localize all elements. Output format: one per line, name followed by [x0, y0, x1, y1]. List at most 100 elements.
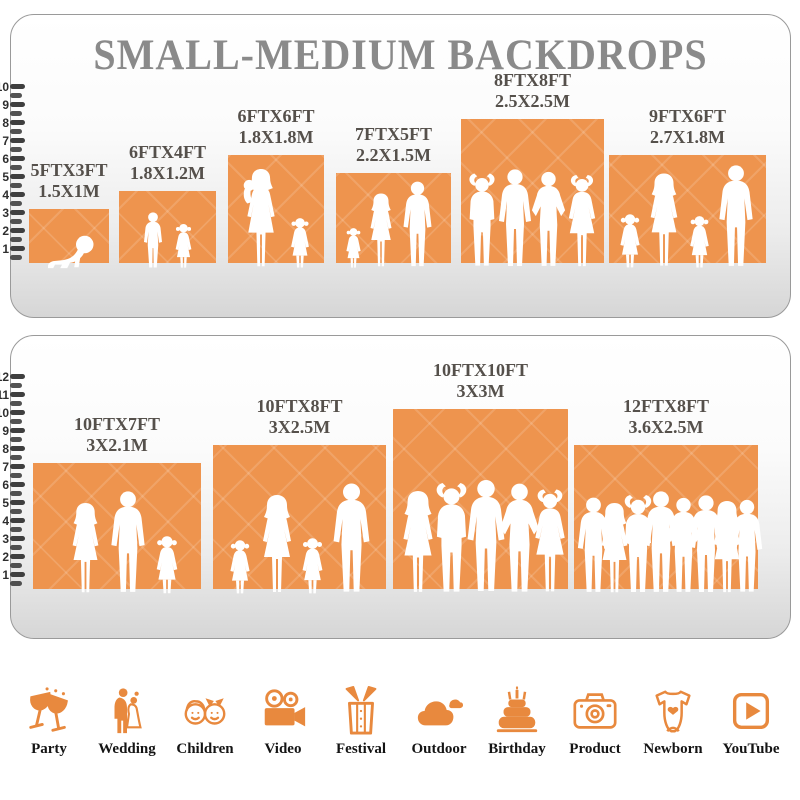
ruler-tick-number: 5 [2, 170, 9, 184]
ruler-tick [10, 536, 25, 541]
category-label: Birthday [488, 741, 546, 757]
clouds-icon [417, 699, 464, 726]
ruler-tick [10, 102, 25, 107]
ruler-tick-number: 8 [2, 116, 9, 130]
backdrop-bar-group: 10FTX10FT 3X3M [393, 336, 568, 638]
ruler-tick [10, 228, 25, 233]
bar-size-label: 12FTX8FT 3.6X2.5M [622, 395, 709, 438]
ruler-tick [10, 482, 25, 487]
ruler-half-tick [10, 93, 22, 98]
ruler-tick-number: 2 [2, 224, 9, 238]
birthday-cake-icon [496, 686, 538, 733]
ruler-tick-number: 4 [2, 514, 9, 528]
category-label: Product [569, 741, 621, 757]
bar-size-label: 8FTX8FT 2.5X2.5M [493, 69, 571, 112]
party-glasses-icon [29, 687, 68, 732]
wedding-couple-icon [114, 688, 142, 734]
ruler-tick [10, 374, 25, 379]
ruler-tick-number: 11 [0, 388, 9, 402]
ruler-half-tick [10, 473, 22, 478]
ruler-tick [10, 446, 25, 451]
ruler-half-tick [10, 219, 22, 224]
backdrop-bar-group: 10FTX7FT 3X2.1M [33, 336, 201, 638]
ruler-tick-number: 10 [0, 406, 9, 420]
category-wedding: Wedding [92, 686, 162, 758]
ruler-tick [10, 120, 25, 125]
backdrop-bar [393, 409, 568, 592]
ruler-tick [10, 84, 25, 89]
ruler-tick [10, 156, 25, 161]
category-label: YouTube [722, 741, 780, 757]
backdrop-bar-group: 8FTX8FT 2.5X2.5M [461, 15, 604, 317]
category-label: Party [31, 741, 67, 757]
children-faces-icon [184, 698, 226, 725]
ruler-half-tick [10, 545, 22, 550]
people-silhouettes [144, 212, 192, 268]
ruler-tick [10, 410, 25, 415]
ruler-tick-number: 8 [2, 442, 9, 456]
category-label: Outdoor [411, 741, 467, 757]
ruler-half-tick [10, 401, 22, 406]
bar-size-label: 9FTX6FT 2.7X1.8M [648, 105, 726, 148]
backdrop-bar-group: 6FTX6FT 1.8X1.8M [228, 15, 324, 317]
backdrop-bar-group: 12FTX8FT 3.6X2.5M [574, 336, 763, 638]
backdrop-bar-group: 5FTX3FT 1.5X1M [29, 15, 109, 317]
backdrop-bar [228, 155, 324, 268]
category-birthday: Birthday [482, 686, 552, 758]
ruler-tick [10, 174, 25, 179]
category-label: Video [264, 741, 302, 757]
ruler-half-tick [10, 563, 22, 568]
ruler-half-tick [10, 527, 22, 532]
people-silhouettes [577, 491, 763, 593]
category-party: Party [14, 686, 84, 758]
ruler-tick-number: 1 [2, 568, 9, 582]
people-silhouettes [72, 491, 178, 594]
category-newborn: Newborn [638, 686, 708, 758]
backdrop-bar [336, 173, 451, 268]
category-festival: Festival [326, 686, 396, 758]
ruler-half-tick [10, 255, 22, 260]
bar-size-label: 10FTX8FT 3X2.5M [256, 395, 343, 438]
ruler-tick-number: 2 [2, 550, 9, 564]
backdrop-bar [33, 463, 201, 594]
backdrop-bar [574, 445, 763, 593]
ruler-tick [10, 392, 25, 397]
category-row: Party Wedding C [14, 662, 786, 758]
ruler-tick [10, 246, 25, 251]
people-silhouettes [48, 235, 94, 269]
ruler-tick-number: 3 [2, 532, 9, 546]
ruler-tick-number: 7 [2, 134, 9, 148]
ruler-half-tick [10, 201, 22, 206]
backdrop-bar [213, 445, 386, 594]
ruler-half-tick [10, 111, 22, 116]
bar-size-label: 7FTX5FT 2.2X1.5M [354, 123, 432, 166]
ruler-half-tick [10, 129, 22, 134]
ruler-tick [10, 572, 25, 577]
category-video: Video [248, 686, 318, 758]
gift-box-icon [345, 686, 377, 735]
bar-size-label: 10FTX7FT 3X2.1M [73, 413, 160, 456]
category-label: Festival [336, 741, 386, 757]
backdrop-bar [29, 209, 109, 269]
category-children: Children [170, 686, 240, 758]
ruler-tick-number: 4 [2, 188, 9, 202]
people-silhouettes [243, 169, 309, 268]
ruler-half-tick [10, 237, 22, 242]
ruler-tick-number: 1 [2, 242, 9, 256]
bar-size-label: 5FTX3FT 1.5X1M [30, 159, 108, 202]
category-label: Wedding [98, 741, 156, 757]
video-camera-icon [264, 689, 306, 727]
category-label: Children [176, 741, 234, 757]
ruler-tick-number: 12 [0, 370, 9, 384]
ruler-tick [10, 428, 25, 433]
people-silhouettes [403, 479, 565, 592]
people-silhouettes [346, 181, 432, 268]
backdrop-bar [119, 191, 216, 268]
ruler-tick-number: 7 [2, 460, 9, 474]
ruler-half-tick [10, 147, 22, 152]
ruler-tick [10, 500, 25, 505]
ruler-half-tick [10, 183, 22, 188]
category-outdoor: Outdoor [404, 686, 474, 758]
bar-size-label: 6FTX4FT 1.8X1.2M [128, 141, 206, 184]
